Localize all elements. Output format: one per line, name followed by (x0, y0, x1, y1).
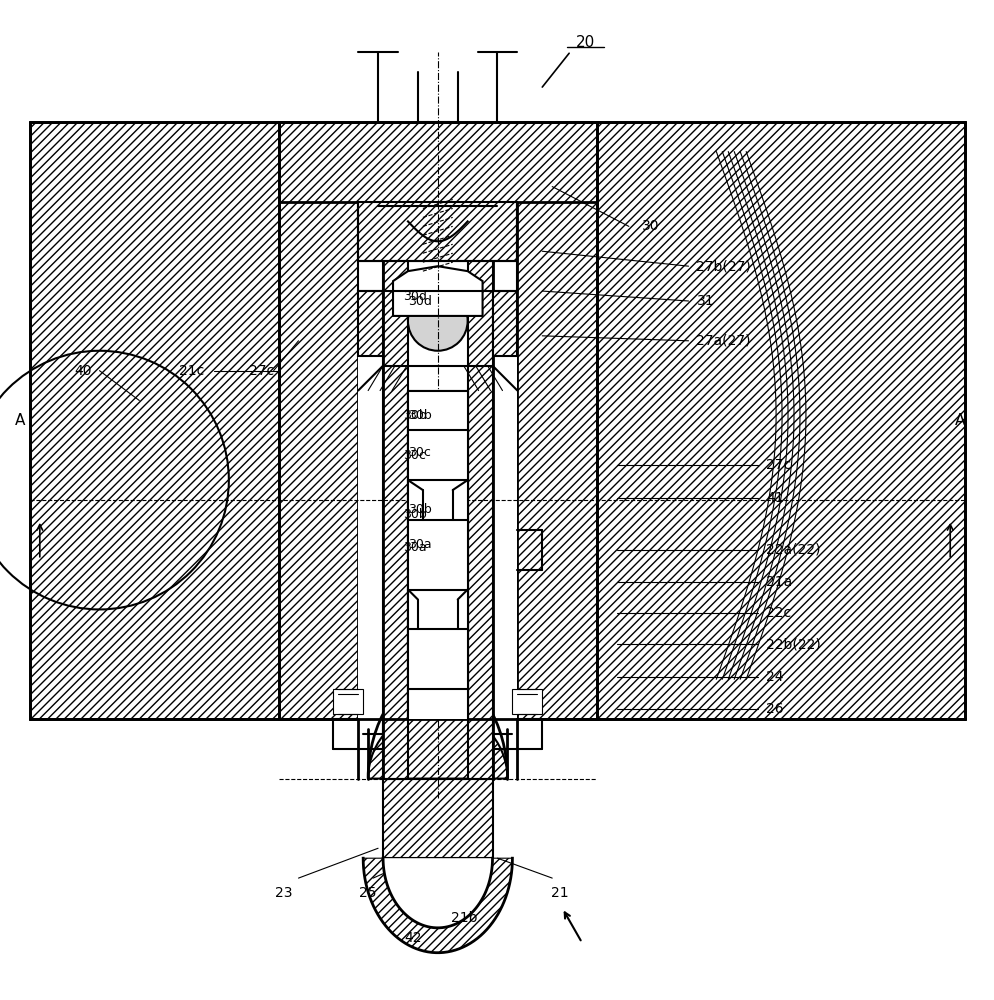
Text: 24: 24 (765, 670, 783, 684)
Polygon shape (596, 122, 964, 719)
Text: A: A (954, 413, 964, 428)
Text: 30b: 30b (408, 503, 431, 516)
Polygon shape (358, 202, 517, 719)
Text: 27c: 27c (765, 458, 790, 472)
Text: 30c: 30c (403, 449, 425, 462)
Text: 42: 42 (404, 931, 421, 945)
Polygon shape (393, 266, 482, 316)
Polygon shape (278, 122, 596, 202)
Text: 21c: 21c (179, 364, 204, 378)
Polygon shape (358, 202, 517, 261)
Text: 21b: 21b (451, 911, 477, 925)
Polygon shape (278, 122, 358, 719)
Polygon shape (512, 689, 542, 714)
Polygon shape (383, 779, 492, 858)
Text: 31: 31 (696, 294, 714, 308)
Text: 30a: 30a (408, 538, 431, 551)
Polygon shape (358, 291, 383, 356)
Text: 30: 30 (641, 219, 659, 233)
Text: 30b: 30b (408, 409, 431, 422)
Polygon shape (492, 291, 517, 356)
Text: 30a: 30a (403, 541, 426, 554)
Text: 26: 26 (765, 702, 783, 716)
Text: 27b(27): 27b(27) (696, 259, 750, 273)
Bar (383, 221, 492, 779)
Text: 22c: 22c (765, 606, 790, 620)
Polygon shape (467, 221, 492, 779)
Text: 22a(22): 22a(22) (765, 543, 820, 557)
Text: 25: 25 (359, 886, 377, 900)
Text: 30d: 30d (408, 295, 431, 308)
Text: 27a(27): 27a(27) (696, 334, 750, 348)
Text: 21a: 21a (765, 575, 791, 589)
Text: 23: 23 (274, 886, 292, 900)
Polygon shape (333, 689, 363, 714)
Text: 30b: 30b (403, 508, 426, 521)
Text: 41: 41 (765, 491, 783, 505)
Text: A: A (15, 413, 25, 428)
Text: 20: 20 (575, 35, 594, 50)
Text: 22b(22): 22b(22) (765, 637, 820, 651)
Polygon shape (517, 122, 596, 719)
Bar (408, 391, 467, 719)
Polygon shape (30, 122, 278, 719)
Circle shape (408, 291, 467, 351)
Polygon shape (383, 221, 408, 779)
Text: 30c: 30c (408, 446, 430, 459)
Text: 21: 21 (551, 886, 569, 900)
Text: 30b: 30b (403, 409, 426, 422)
Polygon shape (363, 858, 512, 953)
Text: 40: 40 (75, 364, 92, 378)
Text: 30d: 30d (403, 290, 426, 303)
Wedge shape (368, 709, 507, 779)
Text: 27c: 27c (248, 364, 273, 378)
